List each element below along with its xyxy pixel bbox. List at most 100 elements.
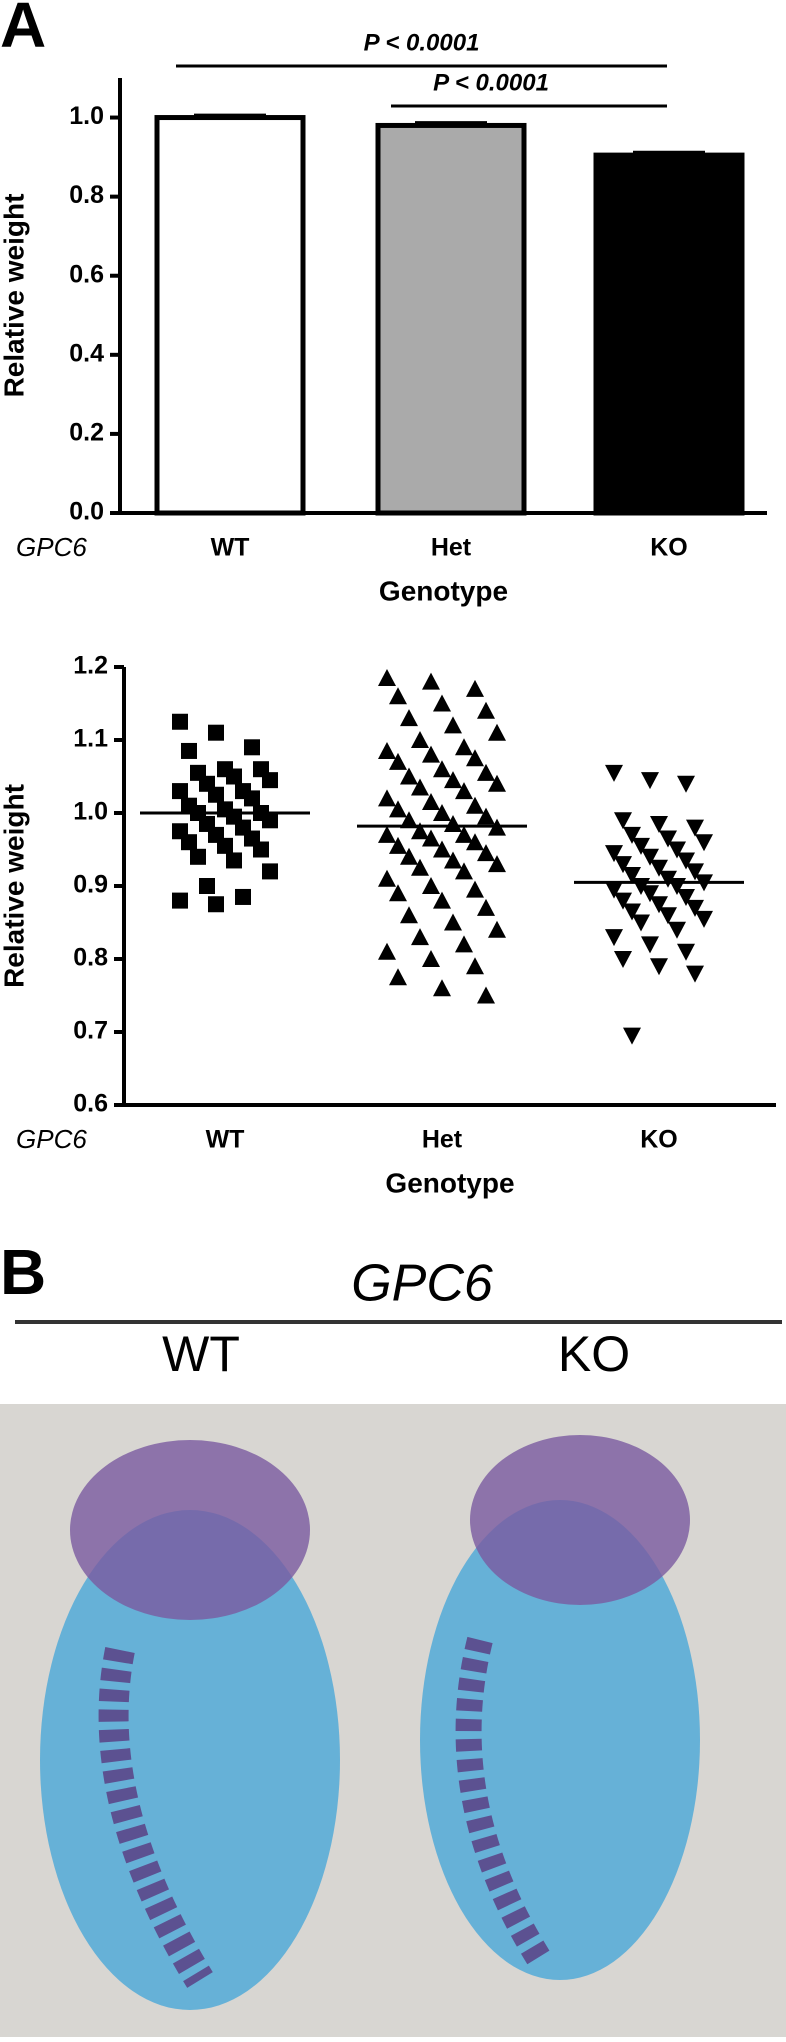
point: [477, 898, 495, 916]
y-axis-label: Relative weight: [0, 784, 29, 988]
point: [226, 852, 242, 869]
point: [208, 896, 224, 913]
y-tick-label: 0.8: [69, 181, 104, 209]
y-tick-label: 0.7: [73, 1017, 108, 1045]
point: [605, 881, 623, 899]
x-axis-label: Genotype: [379, 575, 508, 606]
point: [378, 741, 396, 759]
point: [677, 775, 695, 793]
point: [488, 723, 506, 741]
point: [253, 841, 269, 858]
point: [181, 834, 197, 851]
point: [244, 790, 260, 807]
point: [389, 968, 407, 986]
point: [650, 859, 668, 877]
point: [433, 804, 451, 821]
point: [477, 844, 495, 862]
point: [614, 892, 632, 910]
y-tick-label: 0.0: [69, 498, 104, 526]
point: [262, 772, 278, 789]
point: [488, 774, 506, 792]
point: [444, 771, 462, 789]
point: [400, 906, 418, 924]
point: [181, 742, 197, 759]
y-tick-label: 1.2: [73, 652, 108, 680]
point: [235, 888, 251, 905]
bar: [154, 115, 306, 516]
significance-label: P < 0.0001: [433, 69, 549, 96]
point: [262, 812, 278, 829]
point: [477, 763, 495, 781]
point: [466, 957, 484, 975]
point: [641, 936, 659, 954]
point: [641, 848, 659, 866]
gene-label: GPC6: [16, 1124, 87, 1154]
bar: [593, 152, 745, 516]
y-tick-label: 0.6: [69, 260, 104, 288]
y-tick-label: 0.2: [69, 419, 104, 447]
point: [605, 929, 623, 947]
significance-label: P < 0.0001: [364, 29, 480, 56]
point: [400, 847, 418, 865]
point: [686, 819, 704, 837]
y-tick-label: 1.1: [73, 725, 108, 753]
gene-label: GPC6: [16, 532, 87, 562]
point: [433, 694, 451, 712]
point: [433, 891, 451, 909]
point: [614, 856, 632, 874]
y-tick-label: 0.4: [69, 339, 104, 367]
point: [477, 701, 495, 719]
x-tick-label: KO: [640, 1126, 678, 1154]
point: [433, 979, 451, 997]
x-tick-label: Het: [431, 534, 472, 562]
point: [400, 709, 418, 727]
point: [650, 958, 668, 976]
x-tick-label: KO: [650, 534, 688, 562]
point: [208, 786, 224, 803]
point: [411, 858, 429, 876]
y-tick-label: 0.9: [73, 871, 108, 899]
point: [605, 764, 623, 782]
y-tick-label: 0.8: [73, 944, 108, 972]
point: [466, 833, 484, 851]
point: [208, 724, 224, 741]
y-axis-label: Relative weight: [0, 194, 29, 398]
point: [262, 863, 278, 880]
point: [677, 943, 695, 961]
point: [172, 892, 188, 909]
point: [378, 942, 396, 960]
point: [389, 884, 407, 902]
point: [668, 841, 686, 859]
point: [623, 1027, 641, 1045]
point: [422, 672, 440, 690]
point: [444, 851, 462, 869]
genotype-label: WT: [162, 1326, 240, 1382]
point: [378, 668, 396, 686]
point: [623, 903, 641, 921]
y-tick-label: 1.0: [69, 102, 104, 130]
x-tick-label: WT: [206, 1126, 245, 1154]
point: [433, 840, 451, 858]
panel-label: A: [0, 0, 46, 61]
point: [614, 812, 632, 830]
point: [389, 800, 407, 818]
point: [686, 965, 704, 983]
point: [226, 768, 242, 785]
point: [614, 951, 632, 968]
point: [444, 716, 462, 734]
point: [400, 767, 418, 785]
point: [695, 910, 713, 928]
point: [411, 778, 429, 796]
point: [650, 896, 668, 914]
point: [677, 888, 695, 906]
point: [217, 837, 233, 854]
point: [444, 814, 462, 832]
point: [623, 867, 641, 885]
point: [455, 935, 473, 953]
point: [477, 986, 495, 1004]
point: [378, 869, 396, 887]
point: [632, 837, 650, 855]
genotype-label: KO: [558, 1326, 630, 1382]
point: [659, 907, 677, 925]
x-axis-label: Genotype: [385, 1167, 514, 1198]
